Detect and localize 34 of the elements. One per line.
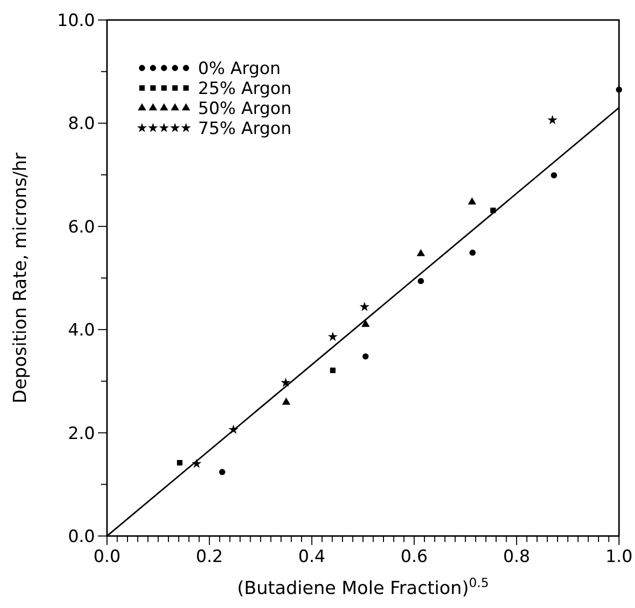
point <box>360 302 370 312</box>
legend-label: 25% Argon <box>198 79 292 99</box>
x-tick-label: 1.0 <box>605 547 633 567</box>
point <box>416 248 426 256</box>
point <box>362 353 369 360</box>
y-tick-label: 10.0 <box>57 11 95 31</box>
x-tick-label: 0.0 <box>93 547 121 567</box>
x-tick-label: 0.2 <box>196 547 223 567</box>
point <box>219 468 226 476</box>
x-tick-label: 0.6 <box>400 547 428 567</box>
point <box>548 114 558 124</box>
point <box>361 320 370 327</box>
point <box>280 378 291 387</box>
y-axis-title: Deposition Rate, microns/hr <box>10 152 31 404</box>
point <box>616 86 622 93</box>
legend-label: 50% Argon <box>198 99 292 119</box>
point <box>469 250 476 256</box>
point <box>418 278 424 284</box>
point <box>330 368 336 374</box>
y-tick-label: 0.0 <box>68 527 95 547</box>
legend-label: 0% Argon <box>198 59 281 79</box>
point <box>550 172 558 178</box>
y-tick-label: 4.0 <box>68 320 95 341</box>
x-tick-label: 0.8 <box>503 547 530 567</box>
x-tick-label: 0.4 <box>298 547 326 567</box>
point <box>328 332 338 342</box>
y-tick-label: 2.0 <box>68 424 95 444</box>
point <box>468 197 476 205</box>
legend-label: 75% Argon <box>198 119 292 139</box>
x-axis-title: (Butadiene Mole Fraction)$^{0.5}$ <box>237 574 489 599</box>
y-tick-label: 8.0 <box>68 114 95 134</box>
point <box>282 398 290 405</box>
point <box>176 460 182 466</box>
y-tick-label: 6.0 <box>68 217 95 238</box>
